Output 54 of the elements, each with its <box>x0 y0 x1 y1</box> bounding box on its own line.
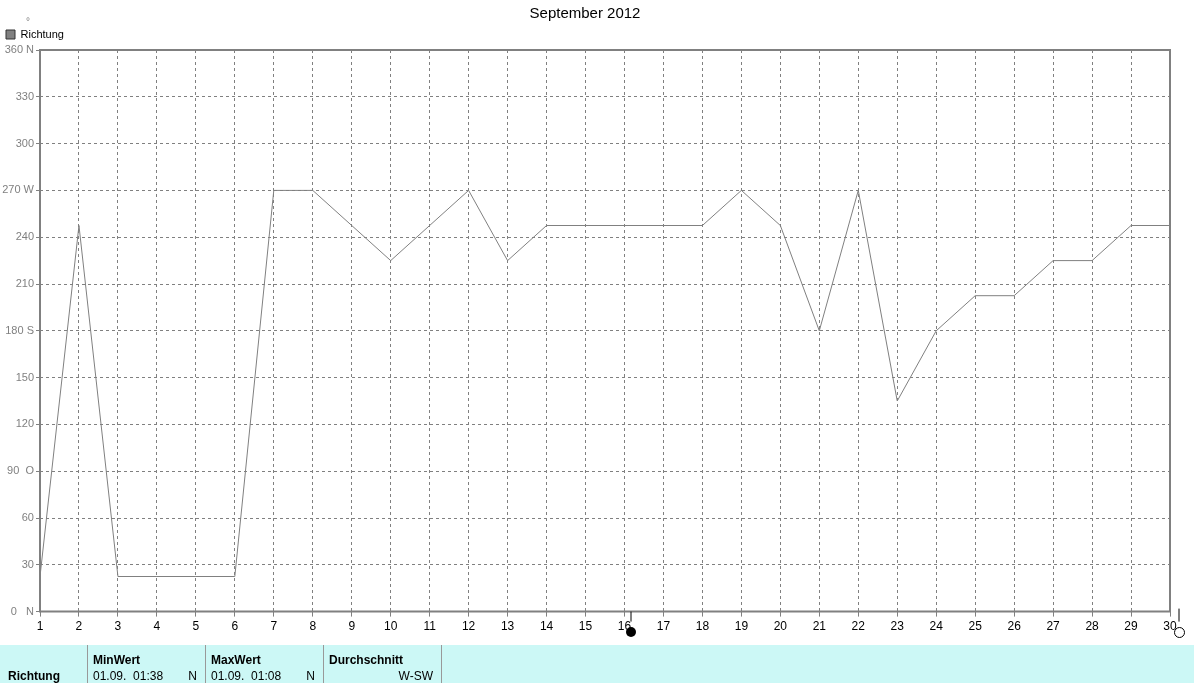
y-tick-label: 30 <box>21 557 34 570</box>
text: W-SW <box>398 669 433 683</box>
x-tick-label: 3 <box>114 619 122 634</box>
y-tick-label: 270 W <box>2 183 35 196</box>
legend-label: Richtung <box>20 27 64 40</box>
x-tick-label: 13 <box>500 619 515 634</box>
x-tick-label: 29 <box>1124 619 1139 634</box>
x-tick-label: 20 <box>773 619 788 634</box>
y-tick-label: 180 S <box>5 323 34 336</box>
y-tick-label: 300 <box>15 136 34 149</box>
x-tick-label: 14 <box>539 619 554 634</box>
x-tick-label: 7 <box>270 619 278 634</box>
y-tick-label: 60 <box>21 511 34 524</box>
x-tick-label: 9 <box>348 619 356 634</box>
x-tick-label: 10 <box>384 619 398 634</box>
x-tick-label: 11 <box>423 619 437 634</box>
y-tick-label: 360 N <box>4 43 35 56</box>
x-tick-label: 26 <box>1007 619 1022 634</box>
x-tick-label: 30 <box>1163 619 1177 634</box>
x-tick-label: 27 <box>1046 619 1061 634</box>
x-tick-label: 28 <box>1085 619 1100 634</box>
text: N <box>188 669 197 683</box>
x-tick-label: 6 <box>231 619 239 634</box>
chart-title: September 2012 <box>529 4 641 22</box>
text: MinWert <box>93 653 141 667</box>
x-tick-label: 2 <box>75 619 83 634</box>
y-tick-label: 210 <box>15 277 34 290</box>
x-tick-label: 18 <box>695 619 710 634</box>
text: Richtung <box>8 669 60 683</box>
y-tick-label: 0 N <box>10 604 35 617</box>
x-tick-label: 19 <box>734 619 749 634</box>
x-tick-label: 21 <box>812 619 827 634</box>
text: 01.09. 01:38 <box>93 669 164 683</box>
x-tick-label: 8 <box>309 619 317 634</box>
x-tick-label: 5 <box>192 619 200 634</box>
y-tick-label: 150 <box>15 370 34 383</box>
text: 01.09. 01:08 <box>211 669 282 683</box>
text: Durchschnitt <box>329 653 404 667</box>
y-tick-label: 90 O <box>7 464 35 477</box>
y-tick-label: 240 <box>15 230 34 243</box>
x-tick-label: 25 <box>968 619 983 634</box>
y-tick-label: 120 <box>15 417 34 430</box>
x-tick-label: 12 <box>461 619 476 634</box>
x-tick-label: 4 <box>153 619 161 634</box>
x-tick-label: 24 <box>929 619 944 634</box>
x-tick-label: 1 <box>36 619 44 634</box>
x-tick-label: 17 <box>656 619 671 634</box>
x-tick-label: 23 <box>890 619 905 634</box>
text: MaxWert <box>211 653 261 667</box>
y-tick-label: 330 <box>15 89 34 102</box>
x-tick-label: 22 <box>851 619 866 634</box>
y-axis-title: ° <box>26 15 30 27</box>
text: N <box>306 669 315 683</box>
x-tick-label: 15 <box>578 619 593 634</box>
